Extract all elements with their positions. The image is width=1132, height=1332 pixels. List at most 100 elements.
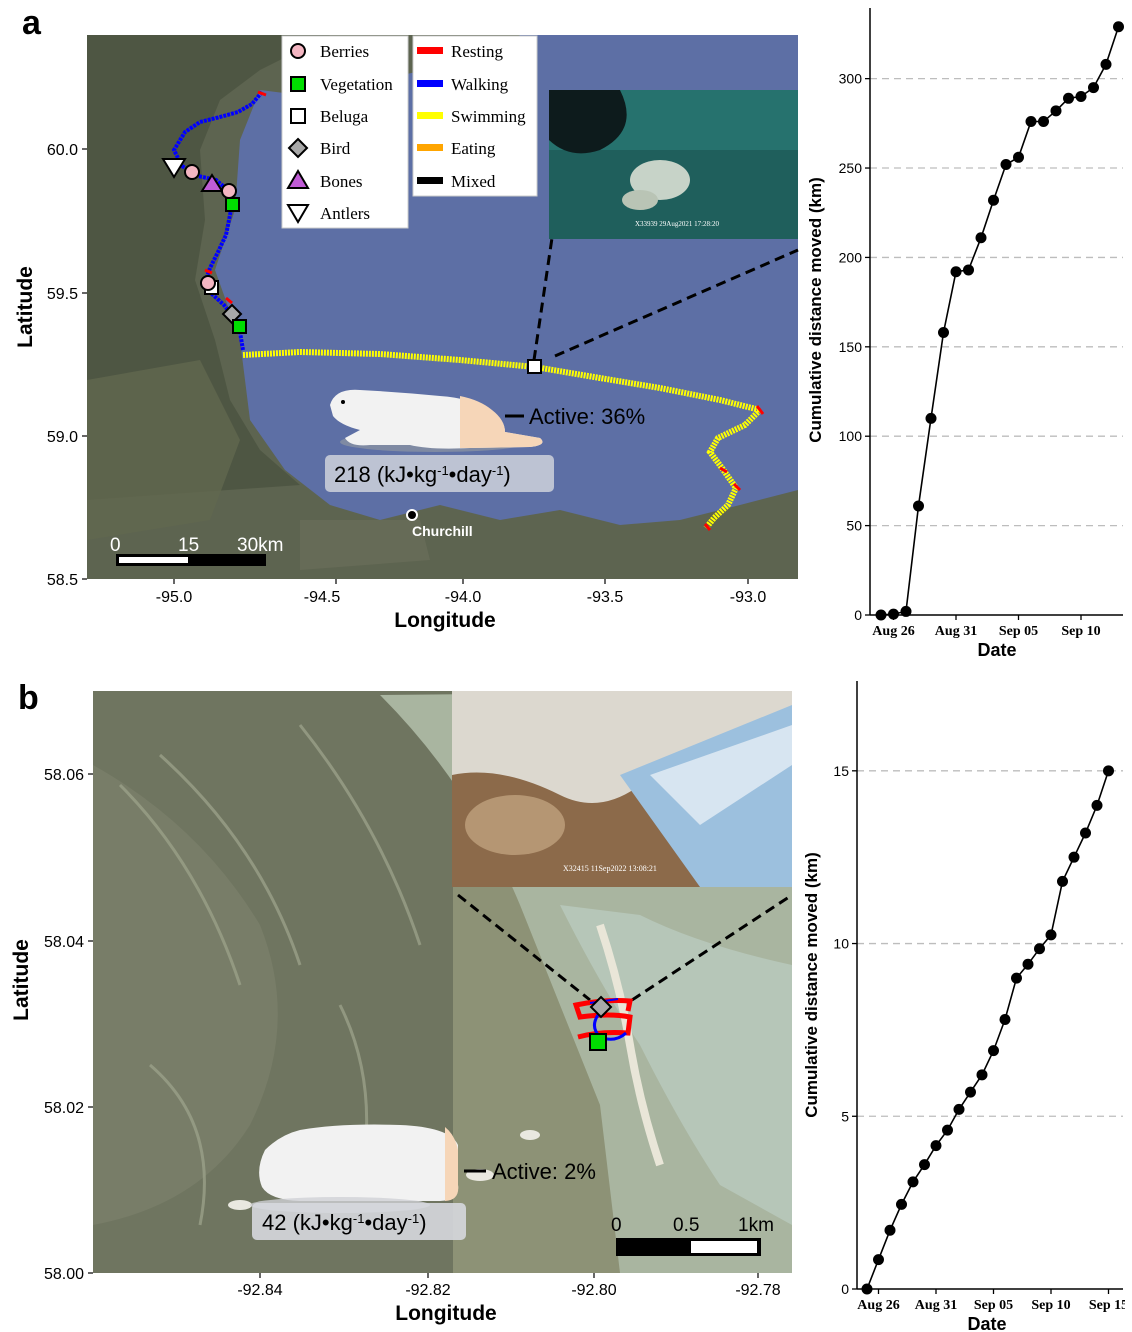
chart-b-data-point <box>1080 827 1091 839</box>
svg-text:30km: 30km <box>237 535 283 556</box>
berries-marker <box>184 164 200 180</box>
panel-a: a <box>0 0 1132 665</box>
map-a-xlabel: Longitude <box>394 609 495 632</box>
chart-a-x-tick-label: Aug 31 <box>935 624 977 639</box>
chart-a-data-point <box>938 327 949 339</box>
chart-b-y-tick-label: 15 <box>833 763 849 779</box>
chart-a-data-point <box>975 232 987 244</box>
chart-b-xlabel: Date <box>967 1314 1006 1332</box>
chart-b-x-ticks: Aug 26 Aug 31 Sep 05 Sep 10 Sep 15 <box>857 1289 1125 1313</box>
chart-b-data-point <box>965 1086 976 1098</box>
chart-a-data-point <box>1050 105 1062 117</box>
active-label-b: Active: 2% <box>492 1159 596 1184</box>
inset-stamp-b: X32415 11Sep2022 13:08:21 <box>563 864 657 873</box>
chart-b-data-point <box>919 1159 930 1171</box>
chart-a-series-line <box>880 26 1120 616</box>
chart-b-data-point <box>942 1124 953 1136</box>
svg-text:-92.84: -92.84 <box>237 1282 282 1299</box>
svg-text:0.5: 0.5 <box>673 1215 699 1236</box>
churchill-label: Churchill <box>412 523 473 539</box>
bones-marker <box>200 173 224 192</box>
chart-b-data-point <box>873 1254 884 1266</box>
svg-text:59.5: 59.5 <box>47 286 78 303</box>
chart-b-data-point <box>988 1045 999 1057</box>
bear-icon <box>330 389 543 452</box>
panel-b-label: b <box>18 679 39 717</box>
chart-b-y-tick-label: 5 <box>841 1108 849 1124</box>
legend-symbols-a: Berries Vegetation Beluga Bird Bones Ant… <box>281 35 409 229</box>
churchill-marker <box>406 509 418 521</box>
chart-b-data-point <box>1057 875 1068 887</box>
antlers-marker <box>161 158 187 179</box>
legend-berries: Berries <box>320 42 369 61</box>
chart-a-y-tick-label: 300 <box>839 71 863 87</box>
vegetation-marker-b <box>589 1033 607 1051</box>
svg-text:58.5: 58.5 <box>47 572 78 589</box>
beluga-marker <box>527 359 542 374</box>
chart-b-data-point <box>953 1103 965 1115</box>
bird-marker-b <box>589 995 613 1019</box>
chart-a-data-point <box>925 412 937 424</box>
chart-b-data-point <box>1045 929 1057 941</box>
svg-text:1km: 1km <box>738 1215 774 1236</box>
chart-a-data-point <box>900 605 912 617</box>
chart-b-data-point <box>1091 799 1103 811</box>
map-b-ylabel: Latitude <box>10 939 33 1021</box>
chart-a-y-tick-label: 250 <box>839 160 863 176</box>
chart-a-points <box>875 21 1124 621</box>
svg-text:-92.80: -92.80 <box>571 1282 616 1299</box>
svg-text:-92.82: -92.82 <box>405 1282 450 1299</box>
chart-b-y-ticks: 0 5 10 15 <box>833 763 857 1297</box>
chart-a-data-point <box>1075 91 1087 103</box>
legend-beluga: Beluga <box>320 107 369 126</box>
chart-a-data-point <box>950 266 962 278</box>
map-b-axes: -92.84 -92.82 -92.80 -92.78 58.06 58.04 … <box>10 767 781 1325</box>
chart-a-y-tick-label: 150 <box>839 339 863 355</box>
occurrence-symbols-a <box>161 158 542 374</box>
chart-b-data-point <box>907 1176 919 1188</box>
inset-stamp-a: X33939 29Aug2021 17:28:20 <box>635 220 720 228</box>
chart-b-data-point <box>1011 972 1022 984</box>
panel-a-map: Churchill X33939 29Aug2021 17:28:20 B <box>14 35 799 632</box>
svg-text:58.06: 58.06 <box>44 767 84 784</box>
chart-a-y-tick-label: 50 <box>846 518 862 534</box>
svg-text:0: 0 <box>611 1215 622 1236</box>
svg-text:-93.0: -93.0 <box>730 589 767 606</box>
chart-a-data-point <box>913 500 924 512</box>
chart-b-data-point <box>1022 958 1034 970</box>
panel-b: b <box>0 665 1132 1332</box>
chart-a-data-point <box>1038 116 1049 128</box>
chart-a-x-ticks: Aug 26 Aug 31 Sep 05 Sep 10 <box>872 615 1101 639</box>
active-label-a: Active: 36% <box>529 404 645 429</box>
legend-vegetation: Vegetation <box>320 75 393 94</box>
svg-text:-93.5: -93.5 <box>587 589 624 606</box>
chart-a-data-point <box>1088 82 1099 94</box>
chart-b-x-tick-label: Sep 10 <box>1031 1298 1070 1313</box>
svg-text:58.02: 58.02 <box>44 1100 84 1117</box>
chart-b-data-point <box>930 1140 942 1152</box>
chart-a-y-tick-label: 100 <box>839 428 863 444</box>
map-b-background <box>93 691 792 1273</box>
scalebar-b: 0 0.5 1km <box>611 1215 774 1256</box>
chart-a: 0 50 100 150 200 250 300 Aug 26 Aug 31 Sep 05 Sep… <box>806 8 1124 660</box>
chart-a-ylabel: Cumulative distance moved (km) <box>806 177 825 442</box>
chart-a-y-tick-label: 200 <box>839 249 863 265</box>
inset-photo-b: X32415 11Sep2022 13:08:21 <box>452 691 793 1002</box>
berries-marker <box>221 183 237 199</box>
chart-a-data-point <box>1063 92 1074 104</box>
bear-icon <box>250 1124 459 1213</box>
track-swimming-a <box>242 348 766 530</box>
chart-a-data-point <box>1000 158 1012 170</box>
svg-text:-95.0: -95.0 <box>156 589 193 606</box>
chart-b-data-point <box>884 1224 896 1236</box>
inset-photo-a: X33939 29Aug2021 17:28:20 <box>532 90 799 361</box>
chart-b-data-point <box>1103 765 1114 777</box>
chart-b-x-tick-label: Aug 31 <box>915 1298 957 1313</box>
chart-b-y-tick-label: 0 <box>841 1281 849 1297</box>
chart-a-x-tick-label: Aug 26 <box>872 624 914 639</box>
chart-b-data-point <box>1034 943 1045 955</box>
chart-a-gridlines <box>870 77 1123 527</box>
svg-text:60.0: 60.0 <box>47 142 78 159</box>
chart-a-x-tick-label: Sep 10 <box>1061 624 1100 639</box>
chart-b-x-tick-label: Sep 05 <box>974 1298 1013 1313</box>
